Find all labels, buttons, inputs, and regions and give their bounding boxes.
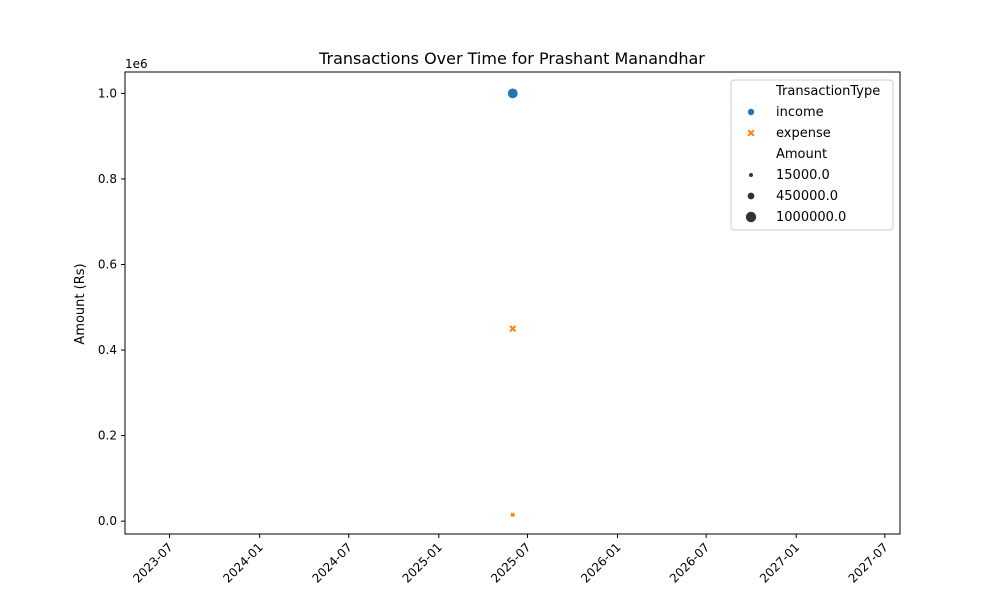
legend-size-marker bbox=[749, 173, 753, 177]
y-tick-label: 0.2 bbox=[98, 429, 117, 443]
legend-marker-expense bbox=[747, 129, 755, 137]
y-tick-label: 0.8 bbox=[98, 172, 117, 186]
x-tick-label: 2023-07 bbox=[130, 540, 175, 585]
data-point-expense bbox=[510, 512, 516, 518]
legend: TransactionType income expense Amount 15000.… bbox=[730, 79, 894, 231]
y-tick-label: 0.6 bbox=[98, 258, 117, 272]
legend-hue-title: TransactionType bbox=[775, 84, 880, 99]
legend-label-expense: expense bbox=[776, 126, 831, 141]
legend-box bbox=[730, 79, 894, 231]
x-tick-label: 2025-01 bbox=[400, 540, 445, 585]
x-tick-label: 2026-07 bbox=[667, 540, 712, 585]
y-offset-label: 1e6 bbox=[125, 57, 148, 71]
plot-area-frame bbox=[124, 71, 901, 535]
chart-title: Transactions Over Time for Prashant Mana… bbox=[318, 49, 705, 68]
x-tick-label: 2024-07 bbox=[310, 540, 355, 585]
legend-size-title: Amount bbox=[776, 147, 827, 162]
legend-size-marker bbox=[747, 192, 755, 200]
x-tick-label: 2024-01 bbox=[220, 540, 265, 585]
legend-size-marker bbox=[745, 211, 757, 223]
legend-size-label: 1000000.0 bbox=[776, 210, 846, 225]
legend-size-label: 15000.0 bbox=[776, 168, 830, 183]
y-axis-label: Amount (Rs) bbox=[73, 263, 88, 344]
data-point-income bbox=[507, 87, 519, 99]
x-tick-label: 2027-07 bbox=[846, 540, 891, 585]
y-tick-label: 1.0 bbox=[98, 86, 117, 100]
y-tick-label: 0.4 bbox=[98, 343, 117, 357]
legend-marker-income bbox=[747, 108, 755, 116]
x-tick-label: 2025-07 bbox=[488, 540, 533, 585]
data-point-expense bbox=[509, 325, 517, 333]
legend-label-income: income bbox=[776, 105, 824, 120]
legend-size-label: 450000.0 bbox=[776, 189, 838, 204]
x-tick-label: 2026-01 bbox=[578, 540, 623, 585]
x-tick-label: 2027-01 bbox=[757, 540, 802, 585]
y-tick-label: 0.0 bbox=[98, 514, 117, 528]
